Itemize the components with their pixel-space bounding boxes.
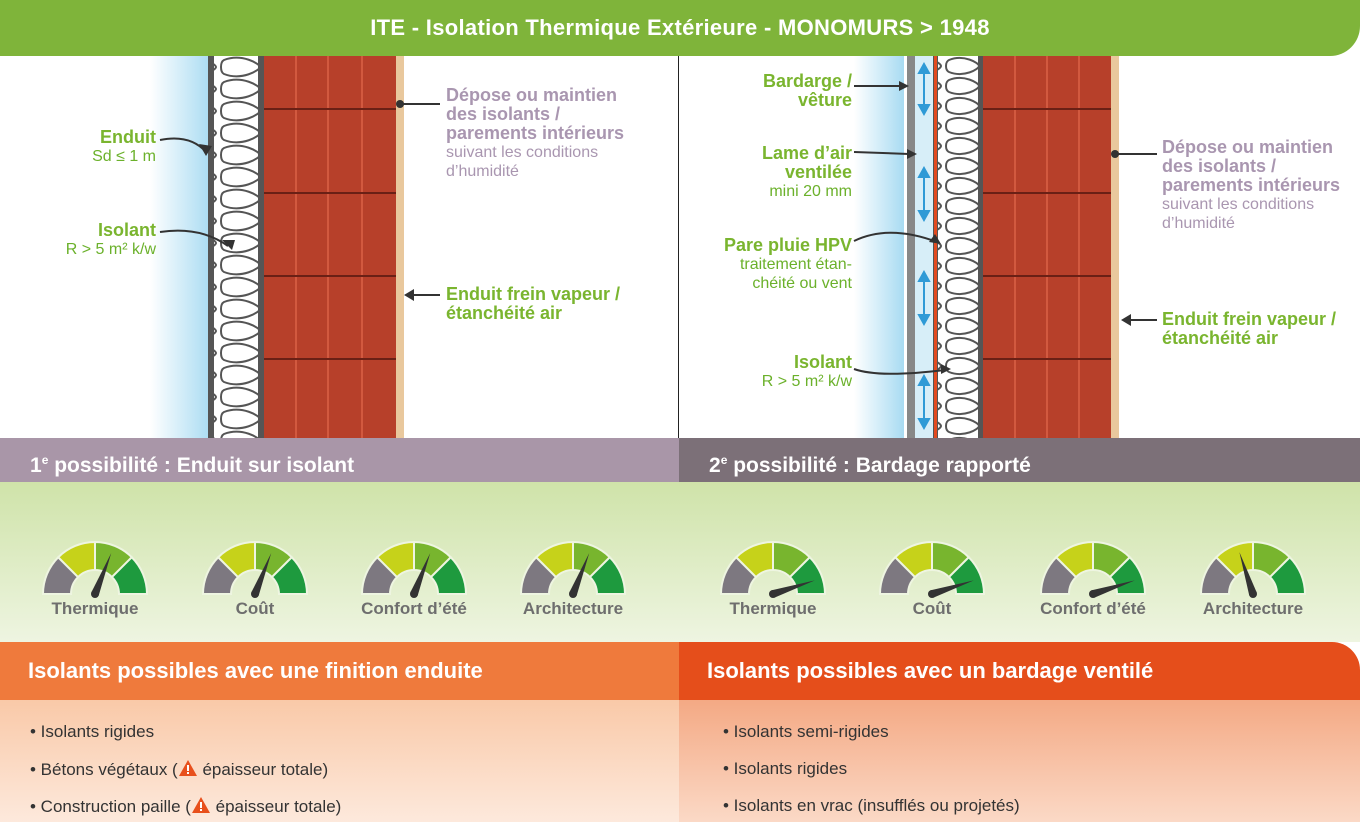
label-isolant: Isolant R > 5 m² k/w <box>65 220 156 259</box>
label-depose-right: Dépose ou maintien des isolants / pareme… <box>1162 137 1341 233</box>
gauges-left-svg <box>41 540 627 598</box>
gauges-left: Thermique Coût Confort d’été Architectur… <box>0 482 679 642</box>
gauge-needle <box>771 580 815 598</box>
cladding <box>907 56 915 438</box>
interior-plaster <box>1111 56 1119 438</box>
gauge-label: Thermique <box>729 599 817 618</box>
divider <box>678 56 679 438</box>
gauge-hub <box>410 590 418 598</box>
list-item: • Construction paille ( épaisseur totale… <box>30 797 342 816</box>
gauge-needle <box>251 553 272 596</box>
gauge <box>1199 540 1307 598</box>
label-pare-pluie: Pare pluie HPV traitement étan- chéité o… <box>723 235 852 293</box>
insulation-right-header: Isolants possibles avec un bardage venti… <box>679 642 1360 700</box>
gauge-hub <box>1089 590 1097 598</box>
gauge-hub <box>769 590 777 598</box>
possibility-1-header: 1e possibilité : Enduit sur isolant <box>0 438 679 482</box>
list-item: • Isolants semi-rigides <box>723 722 889 741</box>
insulation-right-list: • Isolants semi-rigides • Isolants rigid… <box>679 700 1360 822</box>
wall-diagram-left <box>150 56 440 438</box>
gauge-segment <box>429 555 468 595</box>
gauge-needle <box>930 580 974 598</box>
gauge <box>1039 540 1147 598</box>
insulation-layer <box>938 56 978 438</box>
label-enduit: Enduit Sd ≤ 1 m <box>92 127 156 166</box>
gauge-needle <box>410 553 431 596</box>
label-depose: Dépose ou maintien des isolants / pareme… <box>446 85 625 181</box>
gauge-hub <box>928 590 936 598</box>
gauge-label: Confort d’été <box>361 599 467 618</box>
gauge-hub <box>91 590 99 598</box>
gauge-label: Thermique <box>51 599 139 618</box>
gauge <box>878 540 986 598</box>
list-item: • Isolants rigides <box>723 759 848 778</box>
warning-icon <box>178 760 197 776</box>
gauge-label: Coût <box>235 599 275 618</box>
gauge-label: Architecture <box>1202 599 1304 618</box>
insulation-layer <box>214 56 258 438</box>
gauge-segment <box>110 555 149 595</box>
wall-diagram-right <box>853 56 1157 438</box>
air-gap <box>854 56 904 438</box>
list-item: • Bétons végétaux ( épaisseur totale) <box>30 760 329 779</box>
label-isolant-right: Isolant R > 5 m² k/w <box>761 352 852 391</box>
insulation-left-header: Isolants possibles avec une finition end… <box>0 642 679 700</box>
masonry-wall <box>264 56 396 438</box>
gauges-right-svg <box>719 540 1307 598</box>
gauge-needle <box>1239 552 1257 596</box>
gauge-label: Confort d’été <box>1040 599 1146 618</box>
rain-barrier <box>934 56 937 438</box>
gauge-segment <box>270 555 309 595</box>
label-lame-air: Lame d’air ventilée mini 20 mm <box>761 143 852 201</box>
label-frein-vapeur: Enduit frein vapeur / étanchéité air <box>446 284 621 323</box>
possibility-2-header: 2e possibilité : Bardage rapporté <box>679 438 1360 482</box>
insulation-left-list: • Isolants rigides • Bétons végétaux ( é… <box>0 700 679 822</box>
list-item: • Isolants en vrac (insufflés ou projeté… <box>723 796 1020 815</box>
page-title: ITE - Isolation Thermique Extérieure - M… <box>0 0 1360 56</box>
label-frein-vapeur-right: Enduit frein vapeur / étanchéité air <box>1162 309 1337 348</box>
gauges-right: Thermique Coût Confort d’été Architectur… <box>679 482 1360 642</box>
gauge-needle <box>91 553 112 596</box>
list-item: • Isolants rigides <box>30 722 155 741</box>
warning-icon <box>191 797 210 813</box>
gauge-needle <box>1091 580 1135 598</box>
gauge-needle <box>569 553 590 596</box>
gauge-hub <box>1249 590 1257 598</box>
gauge <box>519 540 627 598</box>
gauge-label: Architecture <box>522 599 624 618</box>
gauge-segment <box>1268 555 1307 595</box>
gauge-label: Coût <box>912 599 952 618</box>
render-layer <box>150 56 212 438</box>
gauge <box>719 540 827 598</box>
interior-plaster <box>396 56 404 438</box>
gauge-hub <box>569 590 577 598</box>
gauge <box>201 540 309 598</box>
gauge-segment <box>588 555 627 595</box>
gauge-hub <box>251 590 259 598</box>
gauge <box>41 540 149 598</box>
gauge <box>360 540 468 598</box>
label-bardage: Bardarge / vêture <box>762 71 852 110</box>
